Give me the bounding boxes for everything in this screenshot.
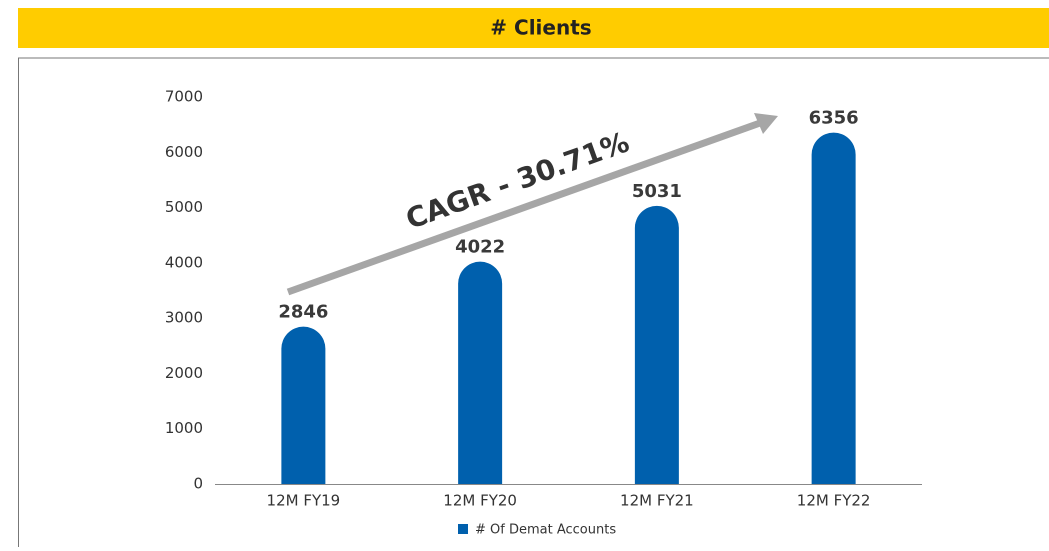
y-tick-label: 0 [193,475,203,493]
chart-frame [19,58,1049,547]
legend-label: # Of Demat Accounts [475,523,616,538]
chart-title: # Clients [490,16,591,40]
cagr-arrow [288,123,760,292]
y-tick-label: 5000 [165,198,203,216]
x-tick-label: 12M FY19 [267,492,341,510]
bar [635,206,679,484]
data-label: 4022 [455,237,505,258]
data-label: 6356 [809,108,859,129]
y-tick-label: 1000 [165,419,203,437]
bar [458,262,502,484]
y-tick-label: 4000 [165,253,203,271]
y-tick-label: 2000 [165,364,203,382]
legend-swatch [458,524,468,534]
bar [281,327,325,484]
y-tick-label: 3000 [165,309,203,327]
data-label: 2846 [278,302,328,323]
x-tick-label: 12M FY22 [797,492,871,510]
data-label: 5031 [632,181,682,202]
bar [812,133,856,484]
x-tick-label: 12M FY20 [443,492,517,510]
x-tick-label: 12M FY21 [620,492,694,510]
y-tick-label: 6000 [165,143,203,161]
y-tick-label: 7000 [165,88,203,106]
